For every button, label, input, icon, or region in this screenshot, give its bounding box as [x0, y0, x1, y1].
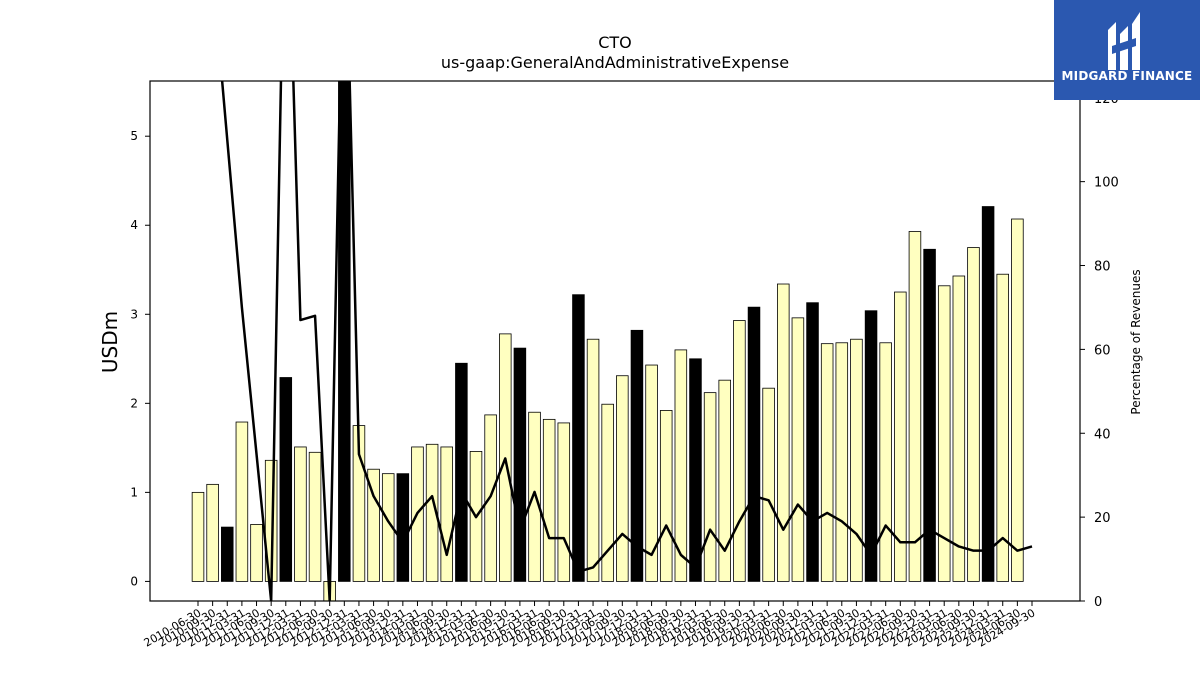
- y-tick-label: 2: [130, 396, 138, 410]
- bar-2023-12-31: [981, 206, 995, 582]
- bar-2017-03-31: [586, 338, 600, 582]
- bar-2024-06-30: [1011, 218, 1024, 582]
- chart-title: CTO: [598, 33, 632, 52]
- y2-tick-label: 40: [1094, 427, 1111, 442]
- bar-2010-06-30: [191, 491, 205, 582]
- y2-tick-label: 60: [1094, 343, 1111, 358]
- pct-of-revenues-line: [220, 81, 1033, 601]
- bar-2023-09-30: [967, 247, 980, 582]
- bar-2022-06-30: [894, 291, 907, 582]
- bar-2018-06-30: [659, 410, 673, 582]
- bar-2013-12-31: [396, 473, 410, 582]
- plot-frame: [149, 80, 1081, 602]
- bar-2022-03-31: [879, 342, 892, 582]
- bar-2017-09-30: [616, 375, 629, 582]
- bar-2018-12-31: [689, 358, 702, 582]
- bar-2017-06-30: [601, 403, 614, 582]
- bar-2021-12-31: [864, 310, 878, 582]
- bar-2010-12-31: [221, 526, 234, 582]
- y-tick-label: 3: [130, 307, 138, 321]
- bar-2017-12-31: [630, 329, 644, 582]
- y2-tick-label: 100: [1094, 176, 1119, 191]
- bar-2021-06-30: [835, 342, 849, 582]
- pct-line-group: [220, 81, 1033, 601]
- bar-2018-09-30: [674, 349, 688, 582]
- bar-2012-03-31: [294, 446, 307, 582]
- bar-2018-03-31: [645, 364, 658, 582]
- bar-2014-12-31: [455, 362, 468, 582]
- axes-group: 0123450204060801001202010-06-302010-09-3…: [130, 80, 1119, 650]
- bar-2015-12-31: [513, 347, 527, 582]
- bar-2023-03-31: [937, 285, 951, 582]
- bar-2021-09-30: [850, 338, 863, 582]
- bar-2022-12-31: [923, 248, 936, 582]
- bar-2012-06-30: [308, 451, 322, 582]
- bar-2019-06-30: [718, 379, 731, 582]
- y2-tick-label: 80: [1094, 260, 1111, 275]
- bar-2010-09-30: [206, 483, 219, 582]
- bar-2021-03-31: [820, 343, 834, 582]
- y-axis-label: USDm: [98, 311, 122, 373]
- bar-2011-06-30: [250, 524, 263, 582]
- chart-subtitle: us-gaap:GeneralAndAdministrativeExpense: [441, 53, 789, 72]
- y2-tick-label: 20: [1094, 511, 1111, 526]
- bar-2019-03-31: [703, 392, 717, 582]
- bar-2020-09-30: [791, 317, 805, 582]
- bar-2011-12-31: [279, 377, 293, 582]
- bar-2016-12-31: [572, 294, 585, 582]
- bar-2020-06-30: [777, 283, 790, 582]
- y-tick-label: 5: [130, 129, 138, 143]
- brand-logo: MIDGARD FINANCE: [1054, 0, 1200, 100]
- bar-2019-09-30: [733, 320, 746, 582]
- bar-2024-03-31: [996, 273, 1009, 582]
- y2-tick-label: 0: [1094, 595, 1102, 610]
- midgard-logo-icon: [1108, 12, 1140, 70]
- bar-2019-12-31: [747, 306, 761, 582]
- bar-2020-03-31: [762, 387, 775, 582]
- bar-2014-06-30: [425, 443, 439, 582]
- bar-2016-06-30: [542, 418, 556, 582]
- y2-axis-label: Percentage of Revenues: [1129, 269, 1143, 414]
- bar-2014-09-30: [440, 446, 453, 582]
- y-tick-label: 1: [130, 485, 138, 499]
- bar-2022-09-30: [908, 231, 922, 582]
- bar-2013-06-30: [367, 468, 380, 582]
- bars-group: [191, 81, 1024, 601]
- bar-2020-12-31: [806, 302, 819, 582]
- bar-2023-06-30: [952, 275, 966, 582]
- bar-2016-09-30: [557, 422, 571, 582]
- y-tick-label: 4: [130, 218, 138, 232]
- y-tick-label: 0: [130, 574, 138, 588]
- brand-name: MIDGARD FINANCE: [1061, 69, 1193, 83]
- bar-2012-12-31: [338, 81, 351, 582]
- bar-2016-03-31: [528, 411, 541, 582]
- bar-2011-03-31: [235, 421, 249, 582]
